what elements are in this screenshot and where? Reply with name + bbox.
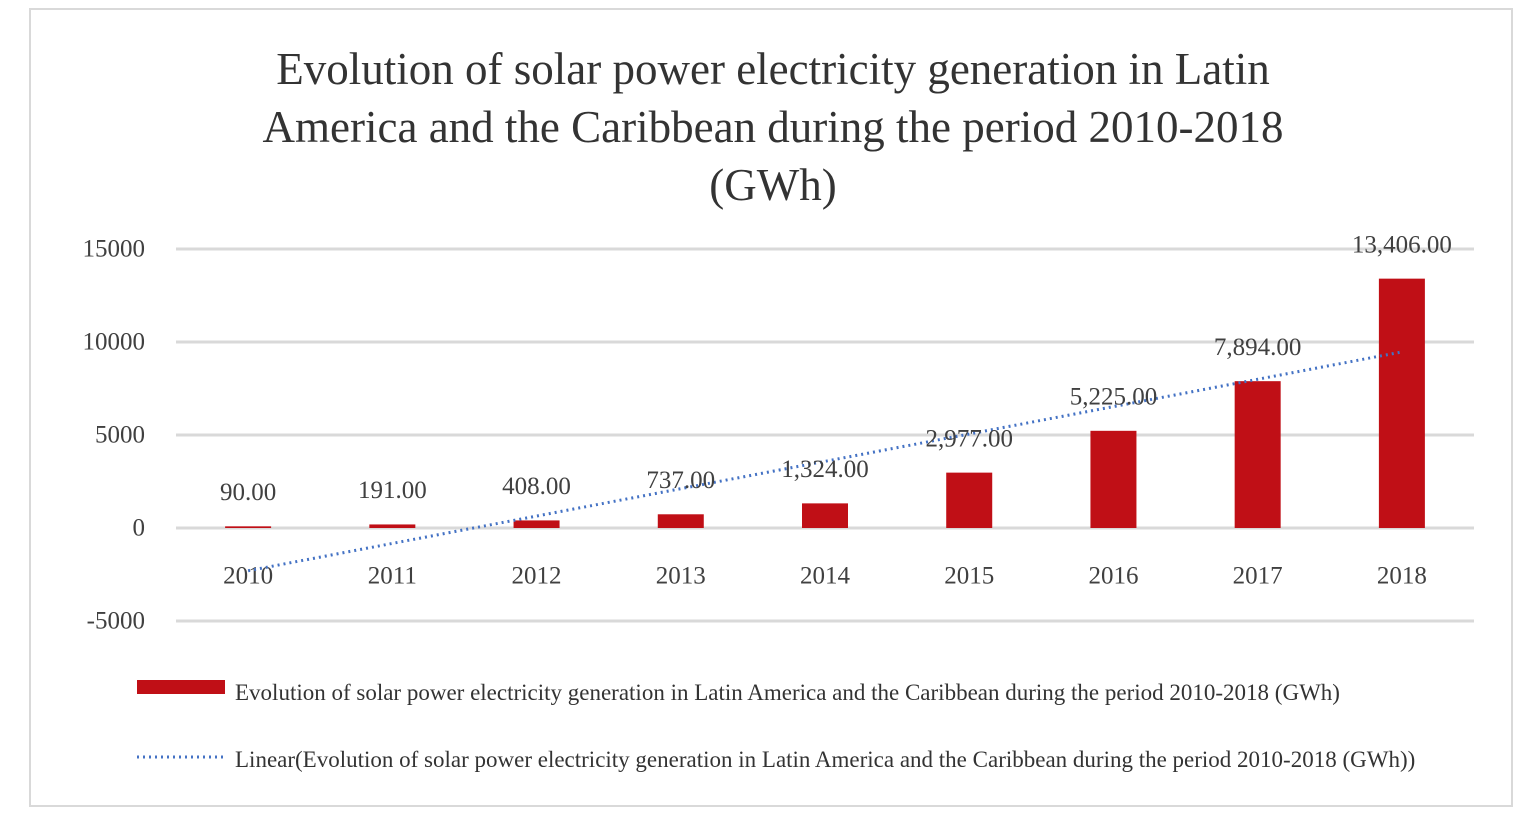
- data-label: 408.00: [502, 473, 571, 500]
- y-tick-label: 5000: [95, 422, 145, 449]
- x-tick-label: 2017: [1233, 563, 1283, 590]
- bar: [1090, 430, 1137, 528]
- data-label: 191.00: [358, 477, 427, 504]
- bar: [369, 524, 416, 528]
- x-tick-label: 2014: [800, 563, 851, 590]
- trendline: [247, 350, 1403, 573]
- x-tick-label: 2018: [1377, 563, 1427, 590]
- legend-swatch: [137, 755, 225, 759]
- legend-entry: Evolution of solar power electricity gen…: [137, 676, 1447, 710]
- y-tick-label: 0: [133, 515, 146, 542]
- bar: [1378, 278, 1425, 528]
- bar: [946, 472, 993, 528]
- bar: [657, 514, 704, 528]
- data-label: 737.00: [646, 467, 715, 494]
- legend-swatch: [137, 680, 225, 694]
- chart-title: Evolution of solar power electricity gen…: [262, 44, 1284, 210]
- x-tick-label: 2011: [368, 563, 417, 590]
- data-label: 5,225.00: [1070, 384, 1158, 411]
- x-tick-label: 2012: [512, 563, 562, 590]
- bar: [1234, 381, 1281, 528]
- x-tick-label: 2016: [1088, 563, 1138, 590]
- bar: [225, 526, 272, 528]
- x-tick-label: 2010: [223, 563, 273, 590]
- x-tick-label: 2015: [944, 563, 994, 590]
- chart-frame: [29, 8, 1513, 807]
- data-label: 2,977.00: [925, 425, 1013, 452]
- data-label: 7,894.00: [1214, 334, 1302, 361]
- legend-entry: Linear(Evolution of solar power electric…: [137, 743, 1447, 777]
- bar: [513, 520, 560, 528]
- data-label: 1,324.00: [781, 456, 869, 483]
- data-label: 90.00: [220, 479, 276, 506]
- data-label: 13,406.00: [1352, 231, 1452, 258]
- y-tick-label: 15000: [83, 236, 146, 263]
- legend-label: Evolution of solar power electricity gen…: [235, 680, 1340, 705]
- y-tick-label: -5000: [87, 608, 145, 635]
- y-tick-label: 10000: [83, 329, 146, 356]
- bar: [802, 503, 848, 528]
- x-tick-label: 2013: [656, 563, 706, 590]
- legend-label: Linear(Evolution of solar power electric…: [235, 747, 1416, 772]
